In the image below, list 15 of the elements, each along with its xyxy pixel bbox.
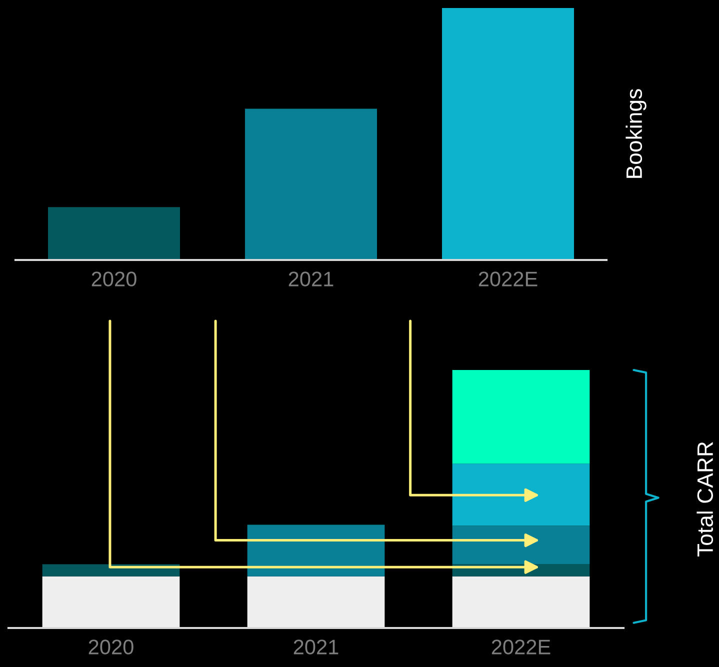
bar	[247, 524, 385, 576]
x-tick-label: 2022E	[492, 640, 550, 654]
bar	[42, 576, 180, 628]
x-tick-label: 2020	[92, 272, 136, 286]
bar	[452, 464, 590, 526]
y-axis-title: Bookings	[626, 89, 646, 178]
x-tick-label: 2021	[288, 272, 334, 286]
bar	[452, 370, 590, 464]
bar	[452, 526, 590, 564]
x-tick-label: 2020	[88, 640, 134, 654]
x-tick-label: 2022E	[478, 272, 538, 286]
bar	[452, 576, 590, 628]
y-axis-title: Total CARR	[696, 442, 714, 557]
bar	[247, 576, 385, 628]
x-tick-label: 2021	[294, 640, 338, 654]
